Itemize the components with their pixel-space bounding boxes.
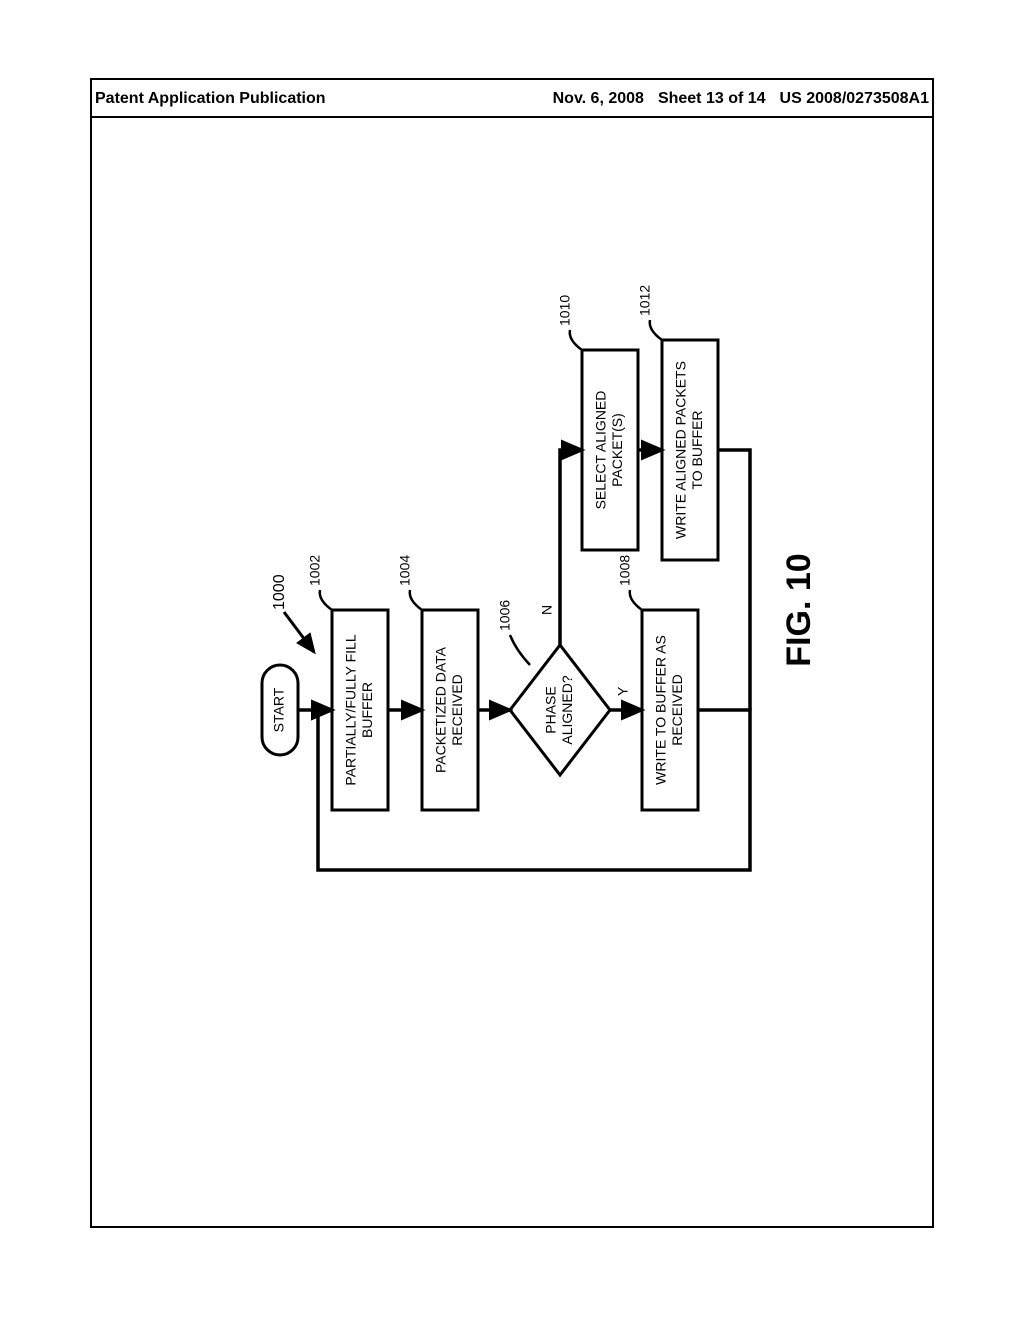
- svg-text:TO BUFFER: TO BUFFER: [689, 410, 705, 489]
- svg-text:1002: 1002: [307, 555, 323, 586]
- svg-text:ALIGNED?: ALIGNED?: [559, 675, 575, 744]
- svg-text:WRITE TO BUFFER AS: WRITE TO BUFFER AS: [653, 635, 669, 785]
- header-left: Patent Application Publication: [95, 90, 326, 108]
- page-header: Patent Application Publication Nov. 6, 2…: [95, 90, 929, 108]
- svg-text:PHASE: PHASE: [543, 686, 559, 733]
- svg-text:BUFFER: BUFFER: [359, 682, 375, 738]
- svg-text:PARTIALLY/FULLY FILL: PARTIALLY/FULLY FILL: [343, 634, 359, 785]
- svg-text:1006: 1006: [497, 600, 513, 631]
- svg-text:WRITE ALIGNED PACKETS: WRITE ALIGNED PACKETS: [673, 361, 689, 539]
- header-sheet: Sheet 13 of 14: [658, 90, 766, 108]
- svg-text:RECEIVED: RECEIVED: [669, 674, 685, 746]
- svg-text:SELECT ALIGNED: SELECT ALIGNED: [593, 391, 609, 510]
- flowchart-svg: START PARTIALLY/FULLY FILLBUFFER PACKETIZE…: [90, 140, 934, 1200]
- svg-text:PACKETIZED DATA: PACKETIZED DATA: [433, 646, 449, 773]
- svg-text:Y: Y: [615, 686, 631, 696]
- svg-text:FIG. 10: FIG. 10: [780, 553, 818, 666]
- header-date: Nov. 6, 2008: [553, 90, 644, 108]
- svg-text:RECEIVED: RECEIVED: [449, 674, 465, 746]
- svg-text:N: N: [539, 605, 555, 615]
- diagram-area: START PARTIALLY/FULLY FILLBUFFER PACKETIZE…: [90, 140, 934, 1200]
- svg-text:START: START: [271, 687, 287, 732]
- svg-text:1010: 1010: [557, 295, 573, 326]
- page: Patent Application Publication Nov. 6, 2…: [0, 0, 1024, 1320]
- svg-text:PACKET(S): PACKET(S): [609, 413, 625, 487]
- svg-text:1008: 1008: [617, 555, 633, 586]
- svg-text:1004: 1004: [397, 555, 413, 586]
- svg-text:1012: 1012: [637, 285, 653, 316]
- header-divider: [90, 116, 934, 118]
- svg-text:1000: 1000: [271, 574, 288, 610]
- header-pubno: US 2008/0273508A1: [780, 90, 929, 108]
